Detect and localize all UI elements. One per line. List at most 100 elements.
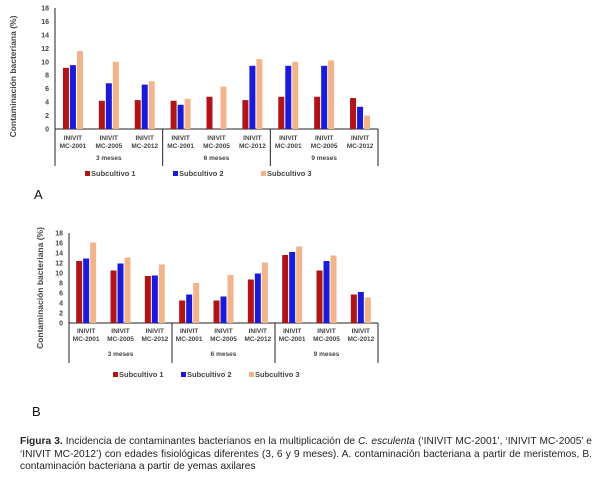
y-tick-label: 6	[59, 291, 63, 298]
category-label-line2: MC-2012	[141, 336, 168, 343]
category-label-line1: INIVIT	[171, 135, 189, 142]
bar-subcultivo-2	[220, 296, 227, 323]
category-label-line2: MC-2005	[311, 143, 338, 150]
category-label-line2: MC-2001	[176, 336, 203, 343]
bar-subcultivo-1	[170, 100, 177, 129]
category-label-line2: MC-2012	[239, 143, 266, 150]
category-label-line1: INIVIT	[317, 328, 335, 335]
legend-label-2: Subcultivo 2	[187, 370, 232, 379]
category-label-line1: INIVIT	[249, 328, 267, 335]
y-tick-label: 2	[45, 113, 49, 120]
category-label-line1: INIVIT	[283, 328, 301, 335]
y-tick-label: 14	[55, 251, 63, 258]
category-label-line2: MC-2005	[107, 336, 134, 343]
category-label-line2: MC-2005	[210, 336, 237, 343]
category-label-line2: MC-2005	[203, 143, 230, 150]
panel-label-b: B	[32, 404, 41, 419]
category-label-line1: INIVIT	[352, 328, 370, 335]
bar-subcultivo-1	[144, 276, 151, 323]
bar-subcultivo-3	[364, 297, 371, 323]
legend-swatch-3	[261, 171, 266, 176]
bar-subcultivo-1	[76, 261, 83, 323]
category-label-line2: MC-2001	[73, 336, 100, 343]
category-label-line1: INIVIT	[111, 328, 129, 335]
bar-subcultivo-2	[141, 84, 148, 129]
y-tick-label: 8	[45, 73, 49, 80]
bar-subcultivo-1	[282, 255, 289, 323]
group-label: 9 meses	[314, 351, 340, 358]
legend-label-1: Subcultivo 1	[91, 169, 136, 178]
legend-swatch-2	[181, 372, 186, 377]
bar-subcultivo-1	[350, 294, 357, 323]
category-label-line2: MC-2001	[167, 143, 194, 150]
category-label-line1: INIVIT	[100, 135, 118, 142]
group-label: 6 meses	[211, 351, 237, 358]
category-label-line1: INIVIT	[243, 135, 261, 142]
legend-label-1: Subcultivo 1	[119, 370, 164, 379]
bar-subcultivo-1	[278, 96, 285, 129]
category-label-line2: MC-2005	[313, 336, 340, 343]
legend-label-2: Subcultivo 2	[179, 169, 224, 178]
bar-subcultivo-1	[98, 100, 105, 129]
bar-subcultivo-3	[90, 242, 97, 323]
y-axis-label: Contaminación bacteriana (%)	[8, 15, 18, 137]
bar-subcultivo-1	[110, 270, 117, 323]
category-label-line1: INIVIT	[180, 328, 198, 335]
y-tick-label: 0	[59, 321, 63, 328]
category-label-line2: MC-2001	[279, 336, 306, 343]
y-tick-label: 16	[55, 241, 63, 248]
bar-subcultivo-1	[350, 98, 357, 129]
bar-subcultivo-3	[76, 51, 83, 130]
category-label-line2: MC-2012	[131, 143, 158, 150]
group-label: 3 meses	[108, 351, 134, 358]
bar-subcultivo-3	[148, 81, 155, 129]
bar-subcultivo-2	[83, 258, 90, 323]
y-tick-label: 18	[41, 6, 49, 13]
bar-subcultivo-3	[328, 60, 335, 129]
legend-swatch-2	[173, 171, 178, 176]
bar-subcultivo-2	[321, 65, 328, 129]
bar-subcultivo-1	[314, 96, 321, 129]
category-label-line2: MC-2001	[275, 143, 302, 150]
y-axis-label: Contaminación bacteriana (%)	[35, 227, 45, 349]
bar-subcultivo-3	[184, 98, 191, 129]
bar-subcultivo-2	[249, 65, 256, 129]
legend-swatch-1	[113, 372, 118, 377]
bar-subcultivo-3	[124, 257, 131, 323]
y-tick-label: 0	[45, 127, 49, 134]
bar-subcultivo-2	[117, 263, 124, 323]
category-label-line1: INIVIT	[214, 328, 232, 335]
bar-subcultivo-1	[134, 100, 141, 129]
category-label-line2: MC-2012	[347, 143, 374, 150]
group-label: 6 meses	[204, 155, 230, 162]
caption-text-after: (‘INIVIT MC-2001’, ‘INIVIT MC-2005’ e ‘I…	[20, 436, 592, 473]
panel-label-a: A	[34, 187, 43, 202]
y-tick-label: 10	[41, 59, 49, 66]
bar-subcultivo-3	[292, 61, 299, 129]
bar-subcultivo-3	[112, 61, 119, 129]
bar-subcultivo-2	[151, 275, 158, 323]
category-label-line1: INIVIT	[207, 135, 225, 142]
y-tick-label: 6	[45, 86, 49, 93]
category-label-line1: INIVIT	[64, 135, 82, 142]
y-tick-label: 16	[41, 19, 49, 26]
bar-subcultivo-1	[213, 300, 220, 323]
category-label-line2: MC-2012	[244, 336, 271, 343]
bar-subcultivo-2	[285, 65, 292, 129]
bar-subcultivo-2	[177, 104, 184, 129]
bar-subcultivo-3	[296, 246, 303, 323]
bar-subcultivo-3	[364, 115, 371, 129]
category-label-line1: INIVIT	[351, 135, 369, 142]
y-tick-label: 2	[59, 311, 63, 318]
caption-label: Figura 3.	[20, 436, 63, 447]
y-tick-label: 12	[41, 46, 49, 53]
category-label-line2: MC-2012	[347, 336, 374, 343]
bar-subcultivo-1	[247, 279, 254, 323]
bar-subcultivo-3	[158, 264, 165, 323]
bar-subcultivo-1	[179, 300, 186, 323]
bar-subcultivo-3	[220, 86, 227, 129]
bar-subcultivo-1	[62, 67, 69, 129]
y-tick-label: 10	[55, 271, 63, 278]
y-tick-label: 8	[59, 281, 63, 288]
legend-label-3: Subcultivo 3	[255, 370, 300, 379]
